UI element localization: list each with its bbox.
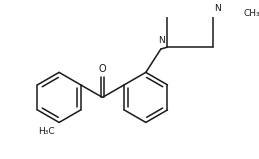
- Text: N: N: [158, 36, 165, 45]
- Text: O: O: [99, 64, 106, 74]
- Text: H₃C: H₃C: [38, 127, 55, 136]
- Text: N: N: [214, 4, 221, 13]
- Text: CH₃: CH₃: [243, 10, 259, 18]
